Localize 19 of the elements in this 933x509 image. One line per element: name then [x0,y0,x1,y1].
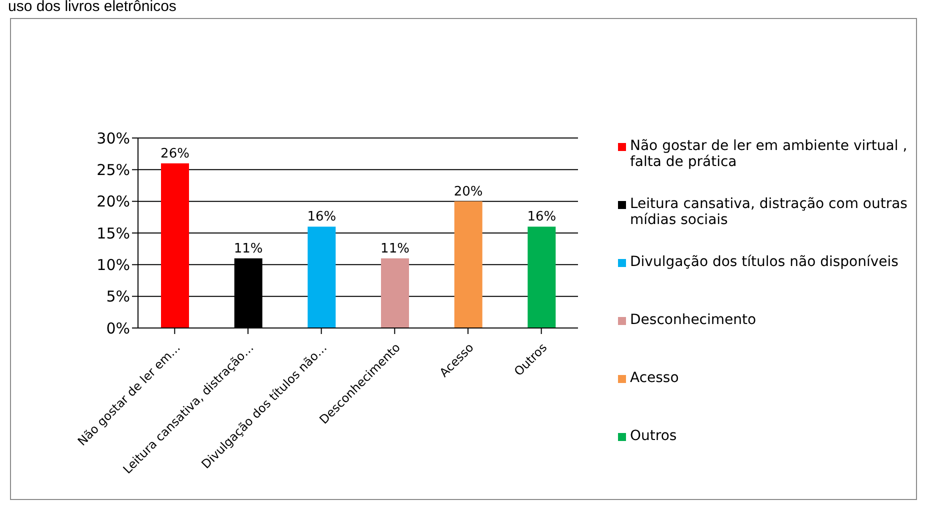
y-tick-label: 15% [96,224,130,242]
legend-label: Leitura cansativa, distração com outras mídias sociais [630,196,908,228]
y-tick-label: 30% [96,129,130,148]
data-label: 16% [527,210,556,225]
legend-label: Não gostar de ler em ambiente virtual , falta de prática [630,138,908,170]
y-tick-label: 20% [96,192,130,211]
data-label: 20% [454,184,483,200]
data-label: 11% [234,241,263,256]
data-label: 16% [307,210,336,225]
y-tick-label: 0% [106,319,130,338]
y-tick-label: 10% [96,256,130,274]
legend-label: Divulgação dos títulos não disponíveis [630,254,898,270]
y-tick-label: 25% [96,160,130,179]
data-label: 11% [380,241,410,256]
data-label: 26% [160,146,190,162]
chart-title: uso dos livros eletrônicos [8,0,176,15]
legend-label: Outros [630,428,677,444]
legend-label: Desconhecimento [630,312,756,328]
y-tick-label: 5% [106,288,130,306]
